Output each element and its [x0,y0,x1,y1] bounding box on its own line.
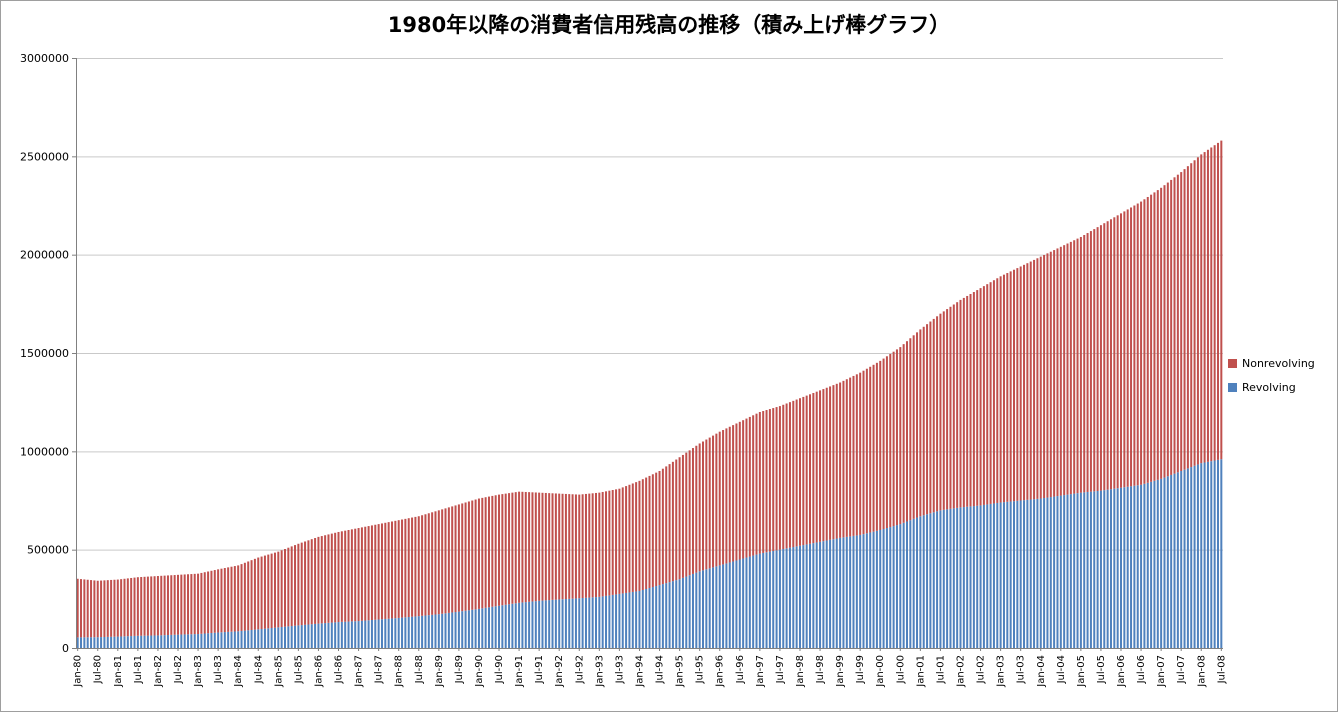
svg-text:Jan-89: Jan-89 [434,655,445,688]
chart-legend: Nonrevolving Revolving [1228,357,1315,405]
svg-text:2000000: 2000000 [20,249,69,262]
svg-text:Jan-03: Jan-03 [996,655,1007,688]
svg-text:Jan-00: Jan-00 [875,655,886,688]
svg-text:Jul-96: Jul-96 [735,655,746,684]
svg-text:Jan-82: Jan-82 [153,655,164,688]
svg-text:Jan-96: Jan-96 [715,655,726,688]
bars-revolving [76,459,1223,649]
svg-text:Jan-06: Jan-06 [1116,655,1127,688]
svg-text:Jan-97: Jan-97 [755,655,766,688]
chart-title: 1980年以降の消費者信用残高の推移（積み上げ棒グラフ） [387,13,951,37]
svg-text:Jul-85: Jul-85 [293,655,304,684]
legend-item-nonrevolving: Nonrevolving [1228,357,1315,370]
svg-text:Jul-04: Jul-04 [1056,655,1067,684]
svg-text:Jan-99: Jan-99 [835,655,846,688]
svg-text:500000: 500000 [27,544,69,557]
svg-text:Jul-06: Jul-06 [1136,655,1147,684]
svg-text:Jul-84: Jul-84 [253,655,264,684]
svg-text:1000000: 1000000 [20,445,69,458]
legend-label-nonrevolving: Nonrevolving [1242,357,1315,370]
svg-text:Jan-04: Jan-04 [1036,655,1047,688]
revolving-swatch-icon [1228,383,1237,392]
svg-text:Jul-91: Jul-91 [534,655,545,684]
svg-text:Jan-91: Jan-91 [514,655,525,688]
svg-text:3000000: 3000000 [20,52,69,65]
svg-text:Jul-95: Jul-95 [695,655,706,684]
svg-text:Jan-07: Jan-07 [1156,655,1167,688]
svg-text:Jul-05: Jul-05 [1096,655,1107,684]
svg-text:Jul-92: Jul-92 [574,655,585,684]
svg-text:Jul-82: Jul-82 [173,655,184,684]
svg-text:Jul-87: Jul-87 [374,655,385,684]
nonrevolving-swatch-icon [1228,359,1237,368]
svg-text:Jan-87: Jan-87 [354,655,365,688]
y-axis-labels: 0 500000 1000000 1500000 2000000 2500000 30000… [20,52,76,655]
gridlines [76,58,1223,551]
svg-text:Jan-94: Jan-94 [634,655,645,688]
svg-text:Jul-08: Jul-08 [1216,655,1227,684]
legend-label-revolving: Revolving [1242,381,1296,394]
svg-text:Jul-99: Jul-99 [855,655,866,684]
svg-text:Jul-88: Jul-88 [414,655,425,684]
svg-text:Jan-88: Jan-88 [394,655,405,688]
bars-nonrevolving [76,140,1223,638]
svg-text:Jan-85: Jan-85 [273,655,284,688]
svg-text:Jul-89: Jul-89 [454,655,465,684]
svg-text:Jan-93: Jan-93 [594,655,605,688]
svg-text:Jul-02: Jul-02 [976,655,987,684]
svg-text:Jan-81: Jan-81 [113,655,124,688]
svg-text:Jul-00: Jul-00 [895,655,906,684]
svg-text:0: 0 [62,642,69,655]
svg-text:Jul-80: Jul-80 [93,655,104,684]
x-axis-labels: Jan-80 Jul-80 Jan-81 Jul-81 Jan-82 Jul-82 Jan-… [73,648,1227,688]
legend-item-revolving: Revolving [1228,381,1315,394]
svg-text:Jan-80: Jan-80 [73,655,84,688]
svg-text:Jul-86: Jul-86 [334,655,345,684]
svg-text:Jan-86: Jan-86 [313,655,324,688]
svg-text:Jan-83: Jan-83 [193,655,204,688]
svg-text:1500000: 1500000 [20,347,69,360]
svg-text:Jan-02: Jan-02 [955,655,966,688]
svg-text:Jul-98: Jul-98 [815,655,826,684]
svg-text:Jul-07: Jul-07 [1176,655,1187,684]
svg-text:Jan-98: Jan-98 [795,655,806,688]
svg-text:Jan-92: Jan-92 [554,655,565,688]
svg-text:Jul-97: Jul-97 [775,655,786,684]
svg-text:Jan-84: Jan-84 [233,655,244,688]
svg-text:Jul-01: Jul-01 [935,655,946,684]
svg-text:Jul-90: Jul-90 [494,655,505,684]
svg-text:Jul-83: Jul-83 [213,655,224,684]
svg-text:Jul-03: Jul-03 [1016,655,1027,684]
svg-text:Jul-81: Jul-81 [133,655,144,684]
svg-text:Jan-95: Jan-95 [675,655,686,688]
svg-text:Jul-93: Jul-93 [614,655,625,684]
svg-text:Jul-94: Jul-94 [655,655,666,684]
svg-text:Jan-01: Jan-01 [915,655,926,688]
svg-text:Jan-05: Jan-05 [1076,655,1087,688]
svg-text:Jan-90: Jan-90 [474,655,485,688]
svg-text:2500000: 2500000 [20,150,69,163]
svg-text:Jan-08: Jan-08 [1196,655,1207,688]
